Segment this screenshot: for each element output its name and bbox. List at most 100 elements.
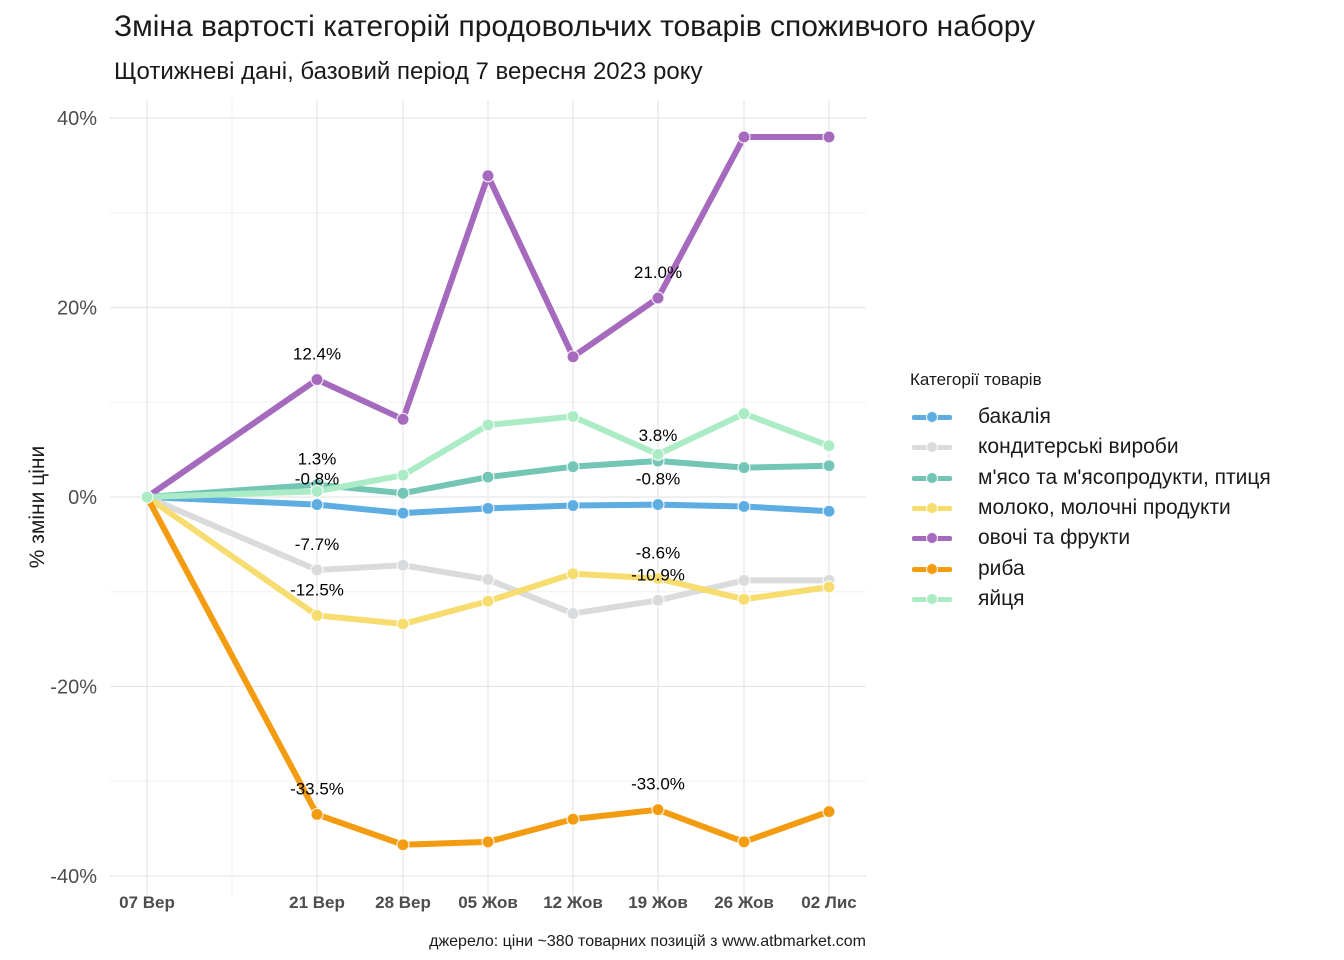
data-label: -12.5%: [290, 580, 344, 599]
data-point: [566, 350, 580, 364]
data-point: [396, 412, 410, 426]
data-point: [566, 606, 580, 621]
legend-item: м'ясо та м'ясопродукти, птиця: [910, 463, 1271, 493]
y-tick-label: 40%: [57, 108, 97, 130]
data-point: [737, 461, 751, 475]
data-point: [737, 407, 751, 421]
legend-item: яйця: [910, 584, 1271, 614]
data-point: [566, 409, 580, 424]
data-label: -0.8%: [636, 470, 680, 489]
data-point: [822, 504, 836, 518]
data-point: [737, 592, 751, 606]
data-point: [396, 838, 410, 852]
legend-label: бакалія: [978, 405, 1051, 429]
legend-item: бакалія: [910, 402, 1271, 432]
x-tick-label: 07 Вер: [119, 893, 175, 912]
data-point: [140, 490, 154, 504]
data-point: [566, 812, 580, 826]
data-point: [822, 580, 836, 594]
data-point: [310, 807, 324, 822]
data-point: [651, 447, 665, 461]
data-point: [396, 617, 410, 631]
series-line: [144, 410, 832, 500]
x-tick-label: 19 Жов: [628, 893, 688, 912]
y-tick-label: 20%: [57, 298, 97, 320]
data-label: 3.8%: [639, 426, 678, 445]
data-point: [481, 418, 495, 432]
chart-title: Зміна вартості категорій продовольчих то…: [114, 10, 1036, 43]
data-point: [651, 803, 665, 817]
legend-key: [910, 407, 954, 427]
legend-items: бакалія кондитерські вироби м'ясо та м'ясо…: [910, 402, 1271, 614]
series-5: [140, 490, 836, 852]
chart-subtitle: Щотижневі дані, базовий період 7 вересня…: [114, 58, 703, 85]
data-point: [737, 499, 751, 514]
legend-label: овочі та фрукти: [978, 526, 1131, 550]
series-line: [144, 133, 832, 500]
data-point: [310, 484, 324, 498]
legend-label: м'ясо та м'ясопродукти, птиця: [978, 465, 1271, 489]
legend-label: яйця: [978, 586, 1025, 610]
legend-key: [910, 528, 954, 548]
y-tick-label: -40%: [50, 866, 97, 888]
x-tick-label: 12 Жов: [543, 893, 603, 912]
series-6: [140, 407, 836, 504]
legend-key: [910, 589, 954, 609]
series-line: [144, 494, 832, 627]
data-point: [822, 459, 836, 473]
x-tick-label: 26 Жов: [714, 893, 774, 912]
data-point: [481, 572, 495, 587]
data-point: [481, 835, 495, 849]
data-point: [566, 498, 580, 513]
data-label: -8.6%: [636, 543, 680, 562]
series-line: [144, 494, 832, 517]
data-label: -10.9%: [631, 565, 685, 584]
legend-item: кондитерські вироби: [910, 432, 1271, 462]
legend-label: молоко, молочні продукти: [978, 496, 1231, 520]
data-point: [396, 558, 410, 572]
annotation-layer: 12.4%1.3%-0.8%-7.7%-12.5%-33.5%21.0%3.8%…: [290, 263, 685, 798]
legend-label: кондитерські вироби: [978, 435, 1179, 459]
data-label: -33.0%: [631, 775, 685, 794]
legend-key: [910, 468, 954, 488]
data-point: [737, 130, 751, 144]
data-point: [481, 594, 495, 608]
legend-item: молоко, молочні продукти: [910, 493, 1271, 523]
data-point: [822, 439, 836, 453]
data-point: [310, 497, 324, 512]
data-point: [481, 169, 495, 183]
data-point: [396, 506, 410, 520]
legend-key: [910, 559, 954, 579]
data-label: -7.7%: [295, 535, 339, 554]
data-label: 21.0%: [634, 263, 682, 282]
x-tick-label: 05 Жов: [458, 893, 518, 912]
data-point: [310, 563, 324, 577]
legend-key: [910, 437, 954, 457]
data-point: [481, 470, 495, 484]
data-point: [822, 130, 836, 144]
data-point: [651, 291, 665, 305]
legend: Категорії товарів бакалія кондитерські ви…: [910, 370, 1271, 614]
series-line: [144, 494, 832, 848]
data-point: [396, 486, 410, 500]
data-point: [822, 804, 836, 819]
axis-layer: -40% -20% 0% 20% 40% 07 Вер 21 Вер 28 Вер 05 Жов…: [50, 108, 856, 912]
data-point: [737, 573, 751, 587]
x-tick-label: 21 Вер: [289, 893, 345, 912]
legend-title: Категорії товарів: [910, 370, 1042, 389]
data-label: -0.8%: [295, 470, 339, 489]
series-layer: [140, 130, 836, 852]
line-chart: -40% -20% 0% 20% 40% 07 Вер 21 Вер 28 Вер 05 Жов…: [50, 100, 866, 912]
source-caption: джерело: ціни ~380 товарних позицій з ww…: [429, 933, 866, 950]
data-point: [310, 372, 324, 387]
data-point: [651, 497, 665, 512]
series-line: [144, 494, 832, 617]
legend-item: овочі та фрукти: [910, 523, 1271, 553]
data-label: -33.5%: [290, 779, 344, 798]
x-tick-label: 28 Вер: [375, 893, 431, 912]
y-tick-label: -20%: [50, 677, 97, 699]
data-point: [651, 571, 665, 586]
data-point: [396, 468, 410, 482]
data-point: [481, 501, 495, 515]
data-point: [310, 608, 324, 623]
